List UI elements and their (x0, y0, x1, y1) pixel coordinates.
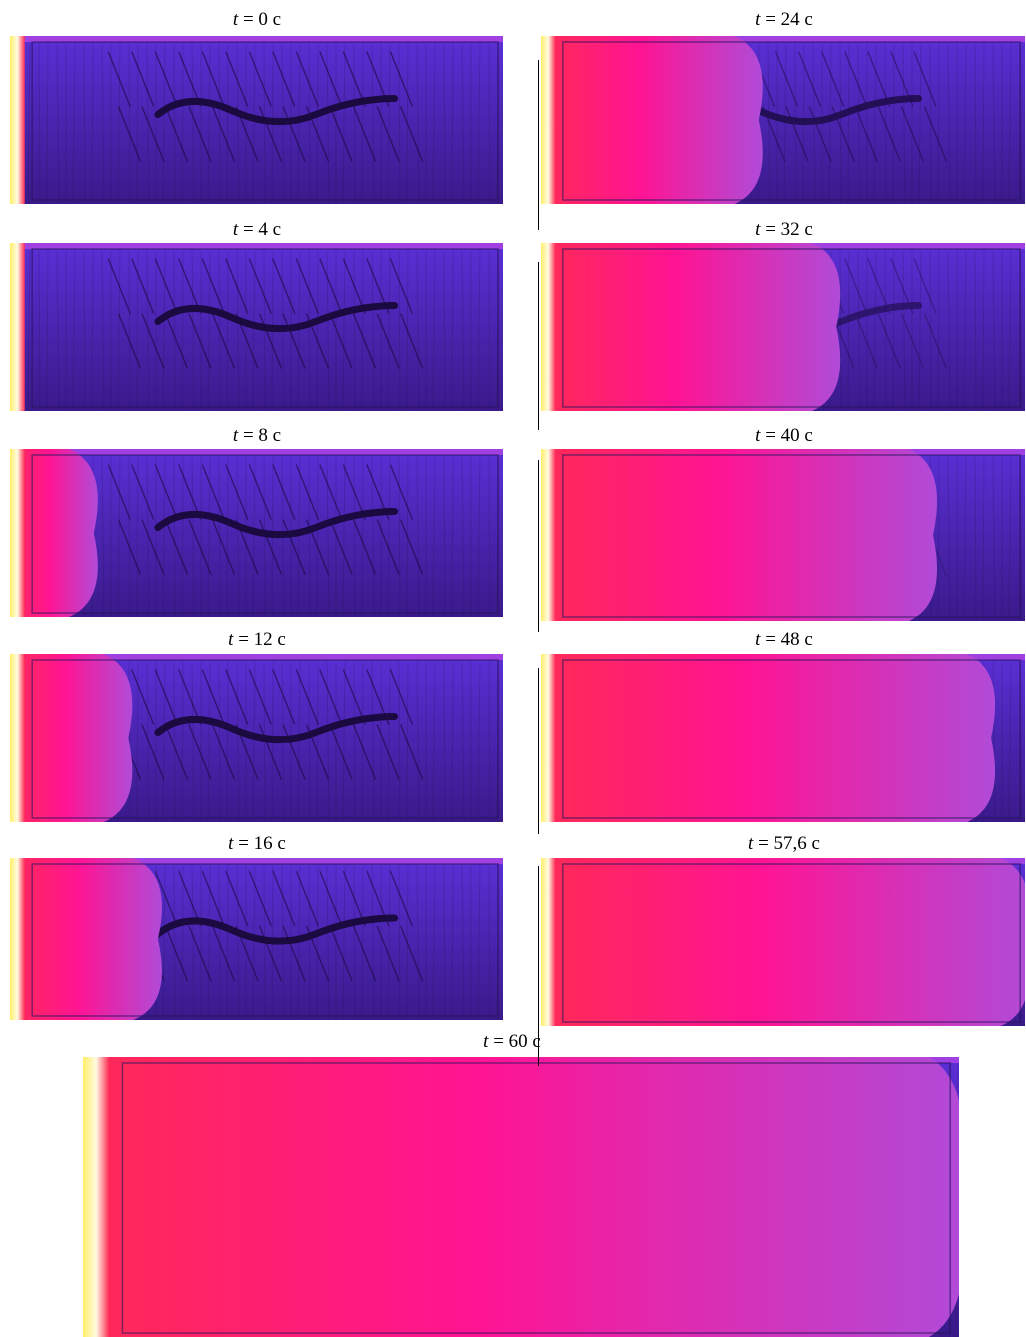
thermogram-frame-60 (83, 1057, 959, 1337)
thermogram-frame-48 (541, 654, 1025, 822)
time-label-24: t = 24 c (755, 9, 813, 30)
thermogram-frame-24 (541, 36, 1025, 204)
time-label-32: t = 32 c (755, 219, 813, 240)
time-label-4: t = 4 c (232, 219, 282, 240)
column-divider-2 (538, 262, 539, 430)
thermogram-frame-16 (10, 858, 503, 1020)
time-label-40: t = 40 c (755, 425, 813, 446)
column-divider-1 (538, 60, 539, 230)
time-label-57-6: t = 57,6 c (748, 833, 820, 854)
time-label-48: t = 48 c (755, 629, 813, 650)
thermogram-frame-4 (10, 243, 503, 411)
thermogram-frame-32 (541, 243, 1025, 411)
time-label-12: t = 12 c (228, 629, 286, 650)
thermogram-frame-8 (10, 449, 503, 617)
thermogram-frame-0 (10, 36, 503, 204)
time-label-0: t = 0 c (232, 9, 282, 30)
time-label-16: t = 16 c (228, 833, 286, 854)
column-divider-3 (538, 460, 539, 632)
thermogram-frame-57-6 (541, 858, 1025, 1026)
time-label-60: t = 60 c (483, 1031, 541, 1052)
column-divider-4 (538, 668, 539, 834)
thermogram-frame-12 (10, 654, 503, 822)
time-label-8: t = 8 c (232, 425, 282, 446)
thermogram-frame-40 (541, 449, 1025, 621)
column-divider-5 (538, 866, 539, 1066)
